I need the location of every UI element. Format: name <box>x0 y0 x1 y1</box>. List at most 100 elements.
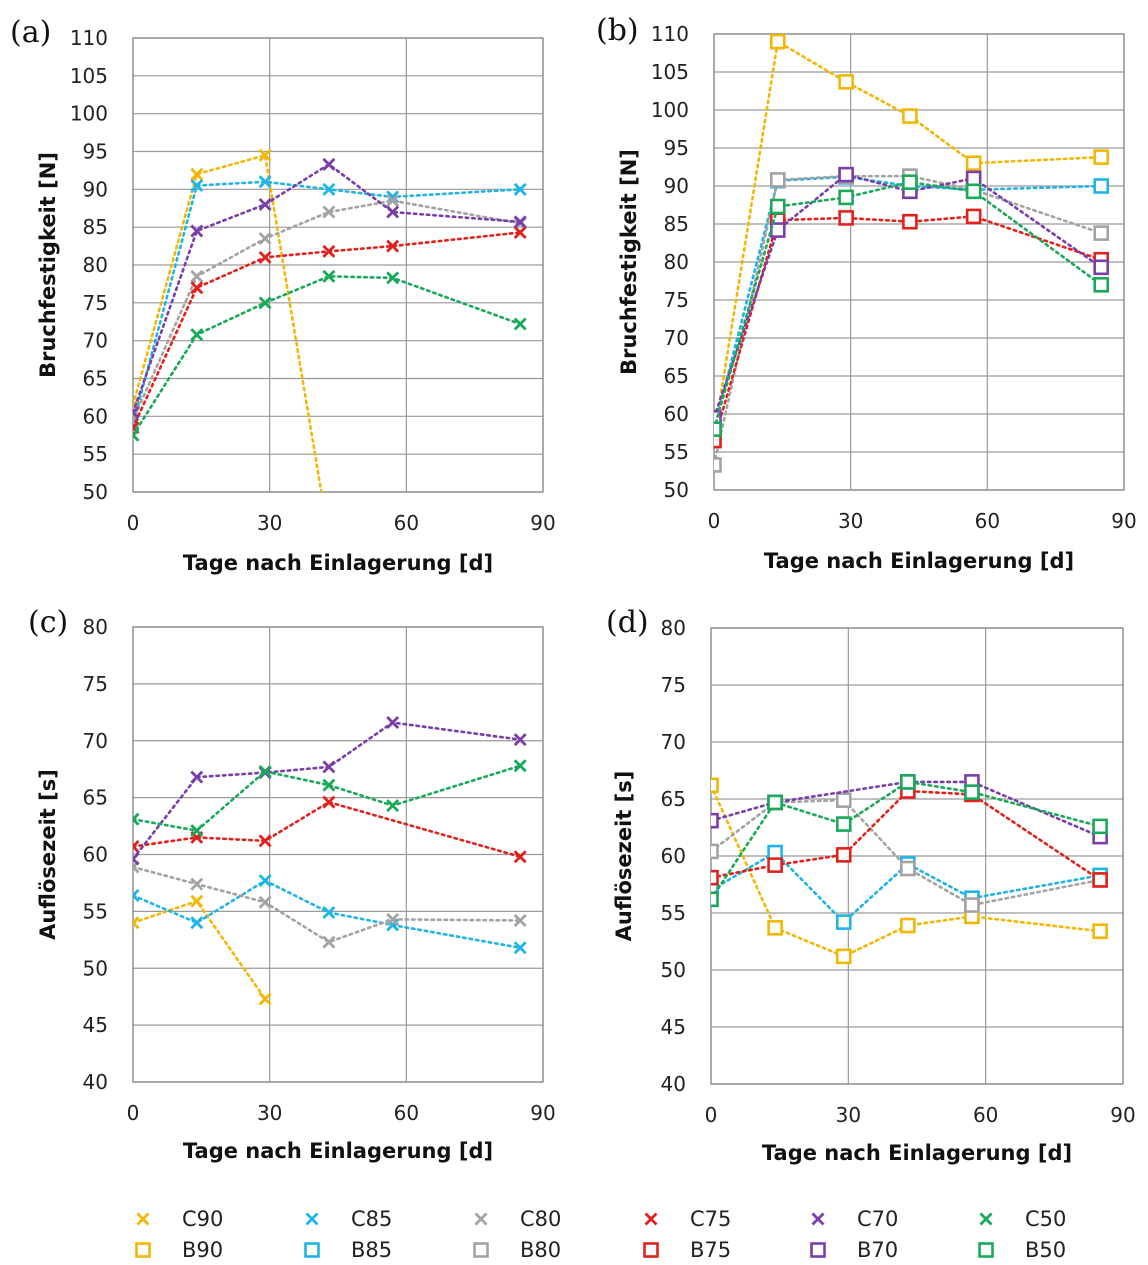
x-tick-label: 60 <box>394 511 419 535</box>
data-point-B70 <box>838 166 854 183</box>
y-tick-label: 95 <box>664 136 689 160</box>
series-line-B90 <box>714 39 1103 439</box>
y-tick-label: 60 <box>661 844 686 868</box>
data-point-C80 <box>322 205 336 219</box>
series-line-B70 <box>714 173 1103 420</box>
y-axis-label: Auflösezeit [s] <box>612 771 636 942</box>
data-point-C75 <box>513 850 527 864</box>
plot-frame <box>132 37 544 493</box>
y-axis-label: Auflösezeit [s] <box>36 769 60 940</box>
data-point-B70 <box>1093 259 1110 276</box>
data-point-C50 <box>386 271 400 285</box>
series-line-B90 <box>711 784 1102 958</box>
x-tick-label: 60 <box>394 1101 419 1125</box>
y-tick-label: 90 <box>664 174 689 198</box>
y-tick-label: 100 <box>70 102 108 126</box>
data-point-C80 <box>190 877 204 891</box>
series-line-C70 <box>133 721 522 861</box>
data-point-B90 <box>1092 923 1108 940</box>
legend: C90 C85 C80 C75 C70 C50 B90 B85 B80 B75 B70 B50 <box>135 1207 1066 1262</box>
data-point-C85 <box>190 916 204 930</box>
y-tick-label: 80 <box>83 253 108 277</box>
x-tick-label: 60 <box>973 1103 998 1127</box>
y-tick-label: 50 <box>83 480 108 504</box>
series-line-C85 <box>133 180 522 426</box>
y-tick-label: 110 <box>651 22 689 46</box>
series-line-C80 <box>133 865 522 944</box>
data-point-B85 <box>1093 178 1110 194</box>
chart-panel-a: 50 55 60 65 70 75 80 85 90 95 100 105 110 0 30 60 90 Tage… <box>10 15 556 575</box>
y-axis-label: Bruchfestigkeit [N] <box>617 149 641 375</box>
data-point-B85 <box>767 844 783 861</box>
data-point-C50 <box>133 428 140 442</box>
series-line-B80 <box>714 174 1103 467</box>
data-point-B80 <box>769 172 786 188</box>
series-line-B85 <box>711 850 1102 924</box>
legend-label-B90: B90 <box>182 1238 223 1262</box>
data-point-B50 <box>964 784 980 800</box>
legend-marker-B85 <box>304 1242 320 1258</box>
chart-panel-c: 40 45 50 55 60 65 70 75 80 0 30 60 90 Tage nach Einla… <box>28 605 556 1163</box>
data-point-C75 <box>258 834 272 848</box>
x-tick-label: 90 <box>530 1101 555 1125</box>
data-point-B75 <box>711 869 719 886</box>
data-point-B75 <box>902 213 918 230</box>
data-point-B90 <box>838 74 854 90</box>
y-tick-label: 70 <box>83 729 108 753</box>
data-point-C50 <box>513 317 527 331</box>
data-point-C90 <box>190 894 204 908</box>
data-point-C70 <box>322 760 336 774</box>
legend-marker-B90 <box>135 1242 151 1258</box>
data-point-B70 <box>965 170 982 187</box>
data-point-B50 <box>767 794 783 811</box>
y-tick-label: 55 <box>83 899 108 923</box>
x-tick-label: 90 <box>530 511 555 535</box>
series-line-C90 <box>133 899 267 1001</box>
x-axis-label: Tage nach Einlagerung [d] <box>762 1141 1072 1165</box>
data-point-C70 <box>190 224 204 238</box>
x-axis-label: Tage nach Einlagerung [d] <box>183 551 493 575</box>
data-point-C80 <box>322 935 336 949</box>
y-tick-label: 60 <box>664 402 689 426</box>
data-point-C70 <box>386 205 400 219</box>
legend-marker-B80 <box>473 1242 489 1258</box>
data-point-C85 <box>513 182 527 196</box>
series-line-C75 <box>133 231 522 429</box>
y-tick-label: 75 <box>661 673 686 697</box>
y-tick-label: 75 <box>83 291 108 315</box>
data-point-B50 <box>711 891 719 908</box>
data-point-C90 <box>133 916 140 930</box>
data-point-C70 <box>133 852 140 866</box>
legend-marker-C75 <box>644 1212 658 1226</box>
data-point-C70 <box>386 716 400 730</box>
data-point-B90 <box>835 948 852 965</box>
x-tick-label: 90 <box>1111 509 1136 533</box>
legend-label-B50: B50 <box>1025 1238 1066 1262</box>
chart-panel-b: 50 55 60 65 70 75 80 85 90 95 100 105 110 0 30 60 90 Tage… <box>596 13 1137 573</box>
y-tick-label: 110 <box>70 26 108 50</box>
y-tick-label: 85 <box>83 215 108 239</box>
legend-marker-C85 <box>305 1212 319 1226</box>
panel-label: (a) <box>10 15 51 50</box>
y-tick-label: 65 <box>83 367 108 391</box>
y-tick-label: 40 <box>83 1070 108 1094</box>
data-point-C80 <box>386 194 400 208</box>
y-tick-label: 60 <box>83 843 108 867</box>
data-point-B75 <box>714 432 722 449</box>
y-tick-label: 55 <box>83 442 108 466</box>
y-tick-label: 70 <box>83 329 108 353</box>
data-point-B90 <box>711 777 719 794</box>
y-axis-label: Bruchfestigkeit [N] <box>36 152 60 378</box>
data-point-B50 <box>1093 276 1110 293</box>
y-tick-label: 40 <box>661 1072 686 1096</box>
y-tick-label: 80 <box>661 616 686 640</box>
data-point-C50 <box>386 799 400 813</box>
series-line-B50 <box>714 180 1103 431</box>
y-tick-label: 50 <box>83 956 108 980</box>
legend-label-C50: C50 <box>1025 1207 1066 1231</box>
data-point-C75 <box>322 795 336 809</box>
data-point-C70 <box>513 215 527 229</box>
data-point-C90 <box>258 992 272 1006</box>
plot-frame <box>713 33 1125 491</box>
